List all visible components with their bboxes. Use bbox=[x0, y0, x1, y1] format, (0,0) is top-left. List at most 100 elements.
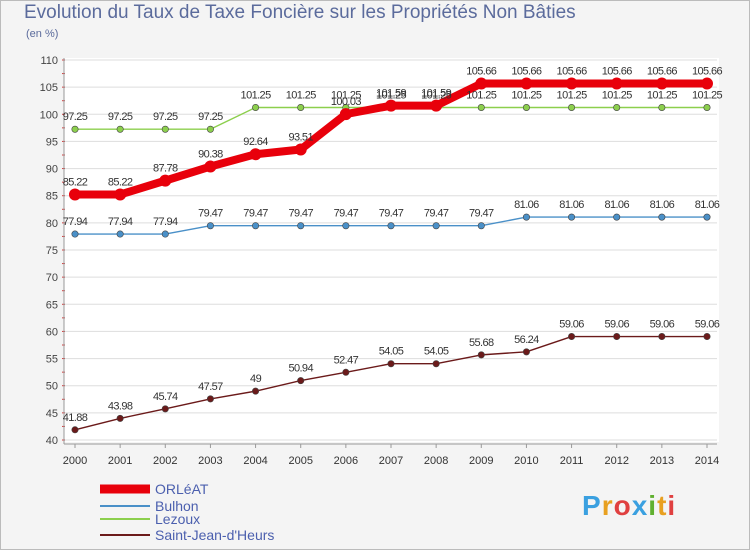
data-point bbox=[568, 213, 576, 221]
y-tick-label: 50 bbox=[46, 381, 58, 393]
data-label: 77.94 bbox=[108, 216, 133, 228]
data-point bbox=[522, 213, 530, 221]
x-tick-label: 2001 bbox=[108, 455, 132, 467]
data-point bbox=[477, 351, 485, 359]
data-point bbox=[432, 360, 440, 368]
legend-label: Bulhon bbox=[155, 498, 199, 514]
data-point bbox=[252, 222, 260, 230]
data-point bbox=[297, 222, 305, 230]
data-label: 105.66 bbox=[602, 66, 633, 78]
data-point bbox=[568, 333, 576, 341]
data-point bbox=[297, 104, 305, 112]
x-tick-label: 2009 bbox=[469, 455, 493, 467]
data-label: 59.06 bbox=[650, 319, 675, 331]
data-label: 87.78 bbox=[153, 163, 178, 175]
data-label: 105.66 bbox=[557, 66, 588, 78]
x-tick-label: 2005 bbox=[288, 455, 312, 467]
x-tick-label: 2012 bbox=[604, 455, 628, 467]
data-label: 52.47 bbox=[334, 354, 359, 366]
data-label: 79.47 bbox=[334, 208, 359, 220]
x-tick-label: 2006 bbox=[334, 455, 358, 467]
data-label: 101.25 bbox=[557, 90, 588, 102]
data-point bbox=[114, 188, 127, 201]
data-label: 79.47 bbox=[379, 208, 404, 220]
data-label: 59.06 bbox=[559, 319, 584, 331]
data-label: 81.06 bbox=[650, 199, 675, 211]
data-label: 50.94 bbox=[288, 363, 313, 375]
data-label: 97.25 bbox=[63, 111, 88, 123]
logo-letter: t bbox=[657, 490, 668, 521]
y-tick-label: 85 bbox=[46, 191, 58, 203]
logo-letter: P bbox=[582, 490, 602, 521]
data-point bbox=[161, 405, 169, 413]
data-label: 101.25 bbox=[286, 90, 317, 102]
y-tick-label: 75 bbox=[46, 245, 58, 257]
legend-label: Saint-Jean-d'Heurs bbox=[155, 527, 274, 543]
data-label: 105.66 bbox=[466, 66, 497, 78]
data-label: 85.22 bbox=[108, 177, 133, 189]
data-point bbox=[206, 395, 214, 403]
data-point bbox=[703, 213, 711, 221]
y-tick-label: 55 bbox=[46, 354, 58, 366]
data-label: 101.59 bbox=[421, 88, 452, 100]
x-tick-label: 2011 bbox=[560, 455, 584, 467]
data-point bbox=[206, 125, 214, 133]
y-tick-label: 40 bbox=[46, 435, 58, 447]
y-tick-label: 60 bbox=[46, 326, 58, 338]
x-tick-label: 2008 bbox=[424, 455, 448, 467]
x-tick-label: 2004 bbox=[243, 455, 267, 467]
data-label: 97.25 bbox=[153, 111, 178, 123]
data-point bbox=[475, 77, 488, 90]
data-point bbox=[294, 143, 307, 156]
data-label: 101.25 bbox=[692, 90, 723, 102]
x-tick-label: 2010 bbox=[514, 455, 538, 467]
data-label: 45.74 bbox=[153, 391, 178, 403]
data-point bbox=[658, 213, 666, 221]
chart-subtitle: (en %) bbox=[26, 28, 59, 40]
x-tick-label: 2014 bbox=[695, 455, 719, 467]
data-point bbox=[432, 222, 440, 230]
data-point bbox=[520, 77, 533, 90]
data-label: 81.06 bbox=[559, 199, 584, 211]
legend-label: Lezoux bbox=[155, 511, 200, 527]
data-label: 81.06 bbox=[514, 199, 539, 211]
data-label: 105.66 bbox=[692, 66, 723, 78]
data-point bbox=[522, 104, 530, 112]
data-label: 93.51 bbox=[288, 132, 313, 144]
data-label: 43.98 bbox=[108, 400, 133, 412]
x-tick-label: 2002 bbox=[153, 455, 177, 467]
data-label: 90.38 bbox=[198, 149, 223, 161]
data-label: 101.25 bbox=[241, 90, 272, 102]
data-label: 101.25 bbox=[331, 90, 362, 102]
data-point bbox=[658, 104, 666, 112]
data-label: 59.06 bbox=[604, 319, 629, 331]
data-label: 79.47 bbox=[243, 208, 268, 220]
chart-title: Evolution du Taux de Taxe Foncière sur l… bbox=[24, 2, 576, 23]
data-label: 81.06 bbox=[604, 199, 629, 211]
data-point bbox=[159, 174, 172, 187]
data-point bbox=[249, 148, 262, 161]
data-point bbox=[701, 77, 713, 90]
data-point bbox=[613, 213, 621, 221]
data-point bbox=[568, 104, 576, 112]
data-point bbox=[703, 333, 711, 341]
data-point bbox=[655, 77, 668, 90]
data-label: 77.94 bbox=[63, 216, 88, 228]
logo-letter: i bbox=[667, 490, 677, 521]
data-label: 105.66 bbox=[511, 66, 542, 78]
data-label: 101.59 bbox=[376, 88, 407, 100]
data-label: 79.47 bbox=[198, 208, 223, 220]
logo-letter: o bbox=[613, 490, 632, 521]
y-tick-label: 110 bbox=[40, 55, 58, 67]
legend-label: ORLéAT bbox=[155, 481, 209, 497]
data-point bbox=[613, 333, 621, 341]
data-point bbox=[116, 230, 124, 238]
x-tick-label: 2003 bbox=[198, 455, 222, 467]
data-label: 101.25 bbox=[602, 90, 633, 102]
data-label: 85.22 bbox=[63, 177, 88, 189]
y-tick-label: 105 bbox=[40, 82, 58, 94]
data-point bbox=[477, 222, 485, 230]
data-label: 97.25 bbox=[108, 111, 133, 123]
data-label: 101.25 bbox=[511, 90, 542, 102]
